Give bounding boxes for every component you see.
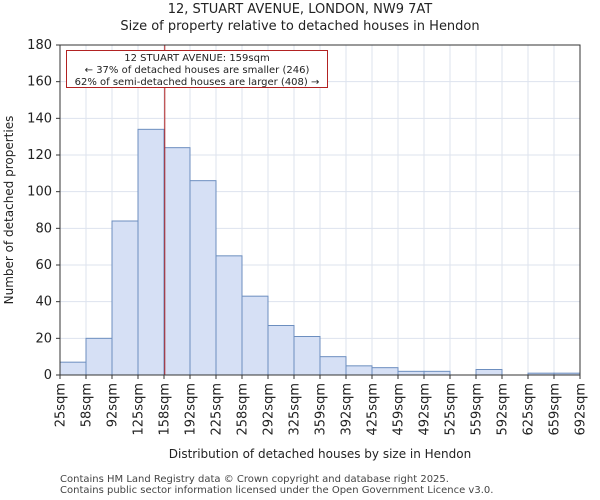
annotation-line-property: 12 STUART AVENUE: 159sqm — [124, 53, 270, 64]
histogram-bar — [85, 337, 113, 376]
y-tick-label: 60 — [35, 258, 52, 273]
x-tick-label: 58sqm — [80, 383, 95, 427]
x-tick-label: 425sqm — [366, 383, 381, 436]
y-tick-label: 140 — [27, 111, 52, 126]
x-tick-label: 292sqm — [262, 383, 277, 436]
x-tick-label: 492sqm — [418, 383, 433, 436]
y-tick-label: 20 — [35, 331, 52, 346]
chart-subtitle: Size of property relative to detached ho… — [120, 19, 480, 34]
x-tick-label: 359sqm — [314, 383, 329, 436]
histogram-bar — [137, 128, 165, 376]
histogram-bar — [319, 356, 347, 376]
y-tick-label: 40 — [35, 295, 52, 310]
y-tick-label: 180 — [27, 38, 52, 53]
histogram-bar — [111, 220, 139, 376]
y-axis-label: Number of detached properties — [2, 116, 16, 305]
annotation-line-smaller: ← 37% of detached houses are smaller (24… — [84, 65, 310, 76]
histogram-bar — [59, 361, 87, 376]
y-tick-label: 120 — [27, 148, 52, 163]
histogram-bar — [397, 370, 425, 376]
y-tick-label: 100 — [27, 185, 52, 200]
x-tick-label: 258sqm — [236, 383, 251, 436]
histogram-bar — [267, 325, 295, 376]
x-tick-label: 158sqm — [158, 383, 173, 436]
y-tick-label: 0 — [44, 368, 52, 383]
x-tick-label: 559sqm — [470, 383, 485, 436]
histogram-bar — [241, 295, 269, 376]
histogram-bar — [475, 369, 503, 376]
x-tick-label: 625sqm — [522, 383, 537, 436]
property-annotation-box: 12 STUART AVENUE: 159sqm ← 37% of detach… — [66, 50, 328, 88]
histogram-bar — [371, 367, 399, 376]
x-tick-label: 192sqm — [184, 383, 199, 436]
x-tick-label: 592sqm — [496, 383, 511, 436]
x-tick-label: 692sqm — [574, 383, 589, 436]
histogram-bar — [189, 180, 217, 376]
histogram-bar — [423, 370, 451, 376]
x-tick-label: 225sqm — [210, 383, 225, 436]
x-tick-label: 525sqm — [444, 383, 459, 436]
histogram-bar — [163, 147, 191, 376]
x-axis-label: Distribution of detached houses by size … — [169, 447, 471, 461]
y-tick-label: 80 — [35, 221, 52, 236]
x-tick-label: 25sqm — [54, 383, 69, 427]
x-tick-label: 392sqm — [340, 383, 355, 436]
chart-title: 12, STUART AVENUE, LONDON, NW9 7AT — [167, 2, 433, 17]
x-tick-label: 92sqm — [106, 383, 121, 427]
histogram-bar — [293, 336, 321, 376]
x-tick-label: 459sqm — [392, 383, 407, 436]
histogram-bar — [345, 365, 373, 376]
annotation-line-larger: 62% of semi-detached houses are larger (… — [74, 77, 320, 88]
x-tick-label: 659sqm — [548, 383, 563, 436]
x-tick-label: 325sqm — [288, 383, 303, 436]
footer-copyright: Contains HM Land Registry data © Crown c… — [60, 474, 449, 485]
y-tick-label: 160 — [27, 75, 52, 90]
histogram-bar — [215, 255, 243, 376]
x-tick-label: 125sqm — [132, 383, 147, 436]
footer-licence: Contains public sector information licen… — [60, 485, 494, 496]
